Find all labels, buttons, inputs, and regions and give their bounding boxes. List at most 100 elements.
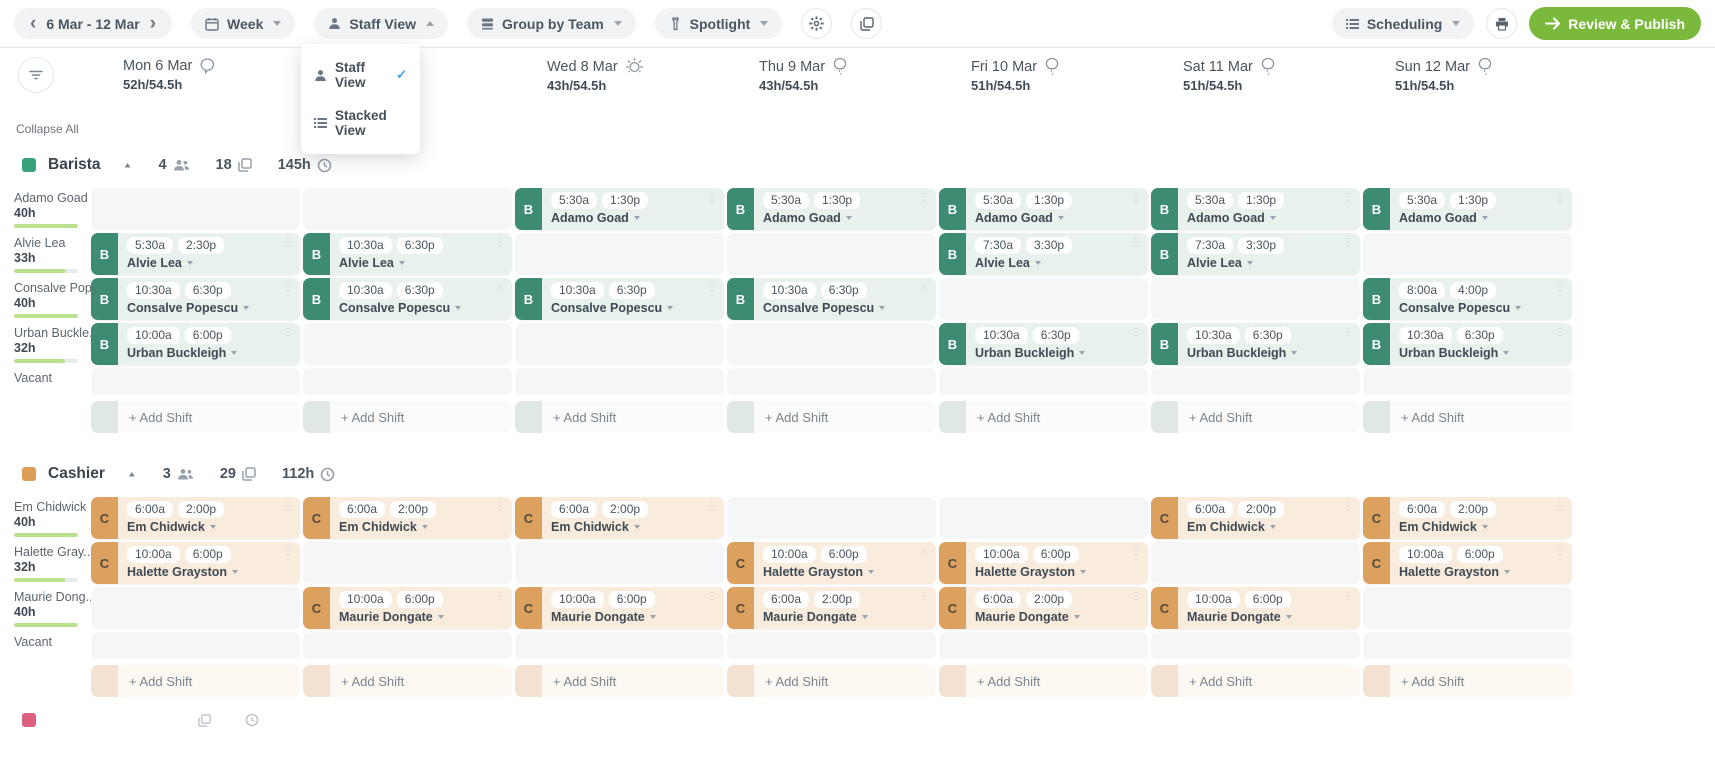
empty-shift-cell[interactable] (939, 632, 1148, 659)
shift-card[interactable]: C 10:00a 6:00p Halette Grayston ⋮ (91, 542, 300, 584)
shift-menu-kebab-icon[interactable]: ⋮ (1343, 327, 1353, 338)
shift-menu-kebab-icon[interactable]: ⋮ (1131, 192, 1141, 203)
shift-menu-kebab-icon[interactable]: ⋮ (1555, 546, 1565, 557)
shift-card[interactable]: B 5:30a 2:30p Alvie Lea ⋮ (91, 233, 300, 275)
shift-menu-kebab-icon[interactable]: ⋮ (707, 591, 717, 602)
shift-card[interactable]: B 10:30a 6:30p Urban Buckleigh ⋮ (1363, 323, 1572, 365)
week-view-dropdown[interactable]: Week (191, 8, 296, 39)
shift-card[interactable]: C 10:00a 6:00p Halette Grayston ⋮ (1363, 542, 1572, 584)
shift-menu-kebab-icon[interactable]: ⋮ (707, 501, 717, 512)
chevron-down-icon[interactable] (1291, 351, 1298, 355)
chevron-down-icon[interactable] (437, 615, 444, 619)
chevron-down-icon[interactable] (1503, 351, 1510, 355)
add-shift-button[interactable]: + Add Shift (515, 665, 724, 697)
shift-menu-kebab-icon[interactable]: ⋮ (1555, 282, 1565, 293)
empty-shift-cell[interactable] (303, 632, 512, 659)
collapse-section-chevron-icon[interactable]: ▲ (122, 160, 133, 170)
shift-menu-kebab-icon[interactable]: ⋮ (707, 282, 717, 293)
shift-menu-kebab-icon[interactable]: ⋮ (1131, 546, 1141, 557)
empty-shift-cell[interactable] (515, 368, 724, 395)
shift-menu-kebab-icon[interactable]: ⋮ (495, 237, 505, 248)
shift-card[interactable]: B 8:00a 4:00p Consalve Popescu ⋮ (1363, 278, 1572, 320)
empty-shift-cell[interactable] (303, 188, 512, 230)
chevron-down-icon[interactable] (1481, 525, 1488, 529)
empty-shift-cell[interactable] (939, 368, 1148, 395)
shift-menu-kebab-icon[interactable]: ⋮ (283, 501, 293, 512)
add-shift-button[interactable]: + Add Shift (1151, 401, 1360, 433)
shift-card[interactable]: C 10:00a 6:00p Halette Grayston ⋮ (727, 542, 936, 584)
add-shift-button[interactable]: + Add Shift (939, 665, 1148, 697)
empty-shift-cell[interactable] (1151, 278, 1360, 320)
chevron-down-icon[interactable] (1504, 570, 1511, 574)
empty-shift-cell[interactable] (939, 278, 1148, 320)
staff-view-dropdown[interactable]: Staff View (314, 8, 449, 39)
empty-shift-cell[interactable] (727, 497, 936, 539)
empty-shift-cell[interactable] (1363, 233, 1572, 275)
chevron-down-icon[interactable] (868, 570, 875, 574)
empty-shift-cell[interactable] (303, 323, 512, 365)
empty-shift-cell[interactable] (727, 233, 936, 275)
empty-shift-cell[interactable] (1151, 368, 1360, 395)
chevron-down-icon[interactable] (186, 261, 193, 265)
shift-card[interactable]: C 6:00a 2:00p Em Chidwick ⋮ (303, 497, 512, 539)
shift-card[interactable]: C 6:00a 2:00p Em Chidwick ⋮ (91, 497, 300, 539)
shift-menu-kebab-icon[interactable]: ⋮ (1555, 192, 1565, 203)
chevron-down-icon[interactable] (1079, 351, 1086, 355)
chevron-down-icon[interactable] (1269, 216, 1276, 220)
chevron-down-icon[interactable] (633, 525, 640, 529)
shift-menu-kebab-icon[interactable]: ⋮ (1343, 591, 1353, 602)
shift-card[interactable]: C 10:00a 6:00p Maurie Dongate ⋮ (303, 587, 512, 629)
shift-card[interactable]: B 5:30a 1:30p Adamo Goad ⋮ (1151, 188, 1360, 230)
shift-menu-kebab-icon[interactable]: ⋮ (495, 501, 505, 512)
empty-shift-cell[interactable] (1363, 587, 1572, 629)
shift-menu-kebab-icon[interactable]: ⋮ (1343, 192, 1353, 203)
chevron-down-icon[interactable] (231, 351, 238, 355)
chevron-down-icon[interactable] (243, 306, 250, 310)
chevron-down-icon[interactable] (1515, 306, 1522, 310)
add-shift-button[interactable]: + Add Shift (91, 401, 300, 433)
spotlight-dropdown[interactable]: Spotlight (654, 8, 783, 39)
shift-menu-kebab-icon[interactable]: ⋮ (919, 282, 929, 293)
shift-card[interactable]: B 7:30a 3:30p Alvie Lea ⋮ (939, 233, 1148, 275)
shift-menu-kebab-icon[interactable]: ⋮ (1555, 501, 1565, 512)
shift-card[interactable]: B 5:30a 1:30p Adamo Goad ⋮ (515, 188, 724, 230)
chevron-down-icon[interactable] (398, 261, 405, 265)
shift-menu-kebab-icon[interactable]: ⋮ (919, 192, 929, 203)
chevron-down-icon[interactable] (1073, 615, 1080, 619)
view-menu-item-stacked-view[interactable]: Stacked View (301, 99, 420, 147)
date-range-picker[interactable]: ‹ 6 Mar - 12 Mar › (14, 8, 173, 39)
chevron-down-icon[interactable] (649, 615, 656, 619)
add-shift-button[interactable]: + Add Shift (91, 665, 300, 697)
empty-shift-cell[interactable] (303, 542, 512, 584)
shift-menu-kebab-icon[interactable]: ⋮ (283, 546, 293, 557)
shift-card[interactable]: B 5:30a 1:30p Adamo Goad ⋮ (939, 188, 1148, 230)
copy-schedule-button[interactable] (851, 8, 883, 39)
collapse-section-chevron-icon[interactable]: ▲ (126, 469, 137, 479)
chevron-down-icon[interactable] (1034, 261, 1041, 265)
add-shift-button[interactable]: + Add Shift (1151, 665, 1360, 697)
chevron-down-icon[interactable] (633, 216, 640, 220)
chevron-down-icon[interactable] (845, 216, 852, 220)
scheduling-dropdown[interactable]: Scheduling (1331, 8, 1475, 39)
shift-card[interactable]: C 10:00a 6:00p Halette Grayston ⋮ (939, 542, 1148, 584)
add-shift-button[interactable]: + Add Shift (515, 401, 724, 433)
shift-menu-kebab-icon[interactable]: ⋮ (1131, 591, 1141, 602)
add-shift-button[interactable]: + Add Shift (1363, 665, 1572, 697)
shift-menu-kebab-icon[interactable]: ⋮ (1131, 327, 1141, 338)
shift-menu-kebab-icon[interactable]: ⋮ (1343, 237, 1353, 248)
chevron-down-icon[interactable] (667, 306, 674, 310)
empty-shift-cell[interactable] (1363, 632, 1572, 659)
shift-card[interactable]: B 10:30a 6:30p Alvie Lea ⋮ (303, 233, 512, 275)
chevron-down-icon[interactable] (455, 306, 462, 310)
empty-shift-cell[interactable] (91, 368, 300, 395)
chevron-down-icon[interactable] (1481, 216, 1488, 220)
view-menu-item-staff-view[interactable]: Staff View ✓ (301, 51, 420, 99)
empty-shift-cell[interactable] (303, 368, 512, 395)
empty-shift-cell[interactable] (91, 587, 300, 629)
review-publish-button[interactable]: Review & Publish (1529, 7, 1701, 40)
shift-card[interactable]: B 5:30a 1:30p Adamo Goad ⋮ (1363, 188, 1572, 230)
group-by-dropdown[interactable]: Group by Team (467, 8, 636, 39)
empty-shift-cell[interactable] (939, 497, 1148, 539)
shift-card[interactable]: B 10:30a 6:30p Consalve Popescu ⋮ (727, 278, 936, 320)
shift-menu-kebab-icon[interactable]: ⋮ (919, 591, 929, 602)
